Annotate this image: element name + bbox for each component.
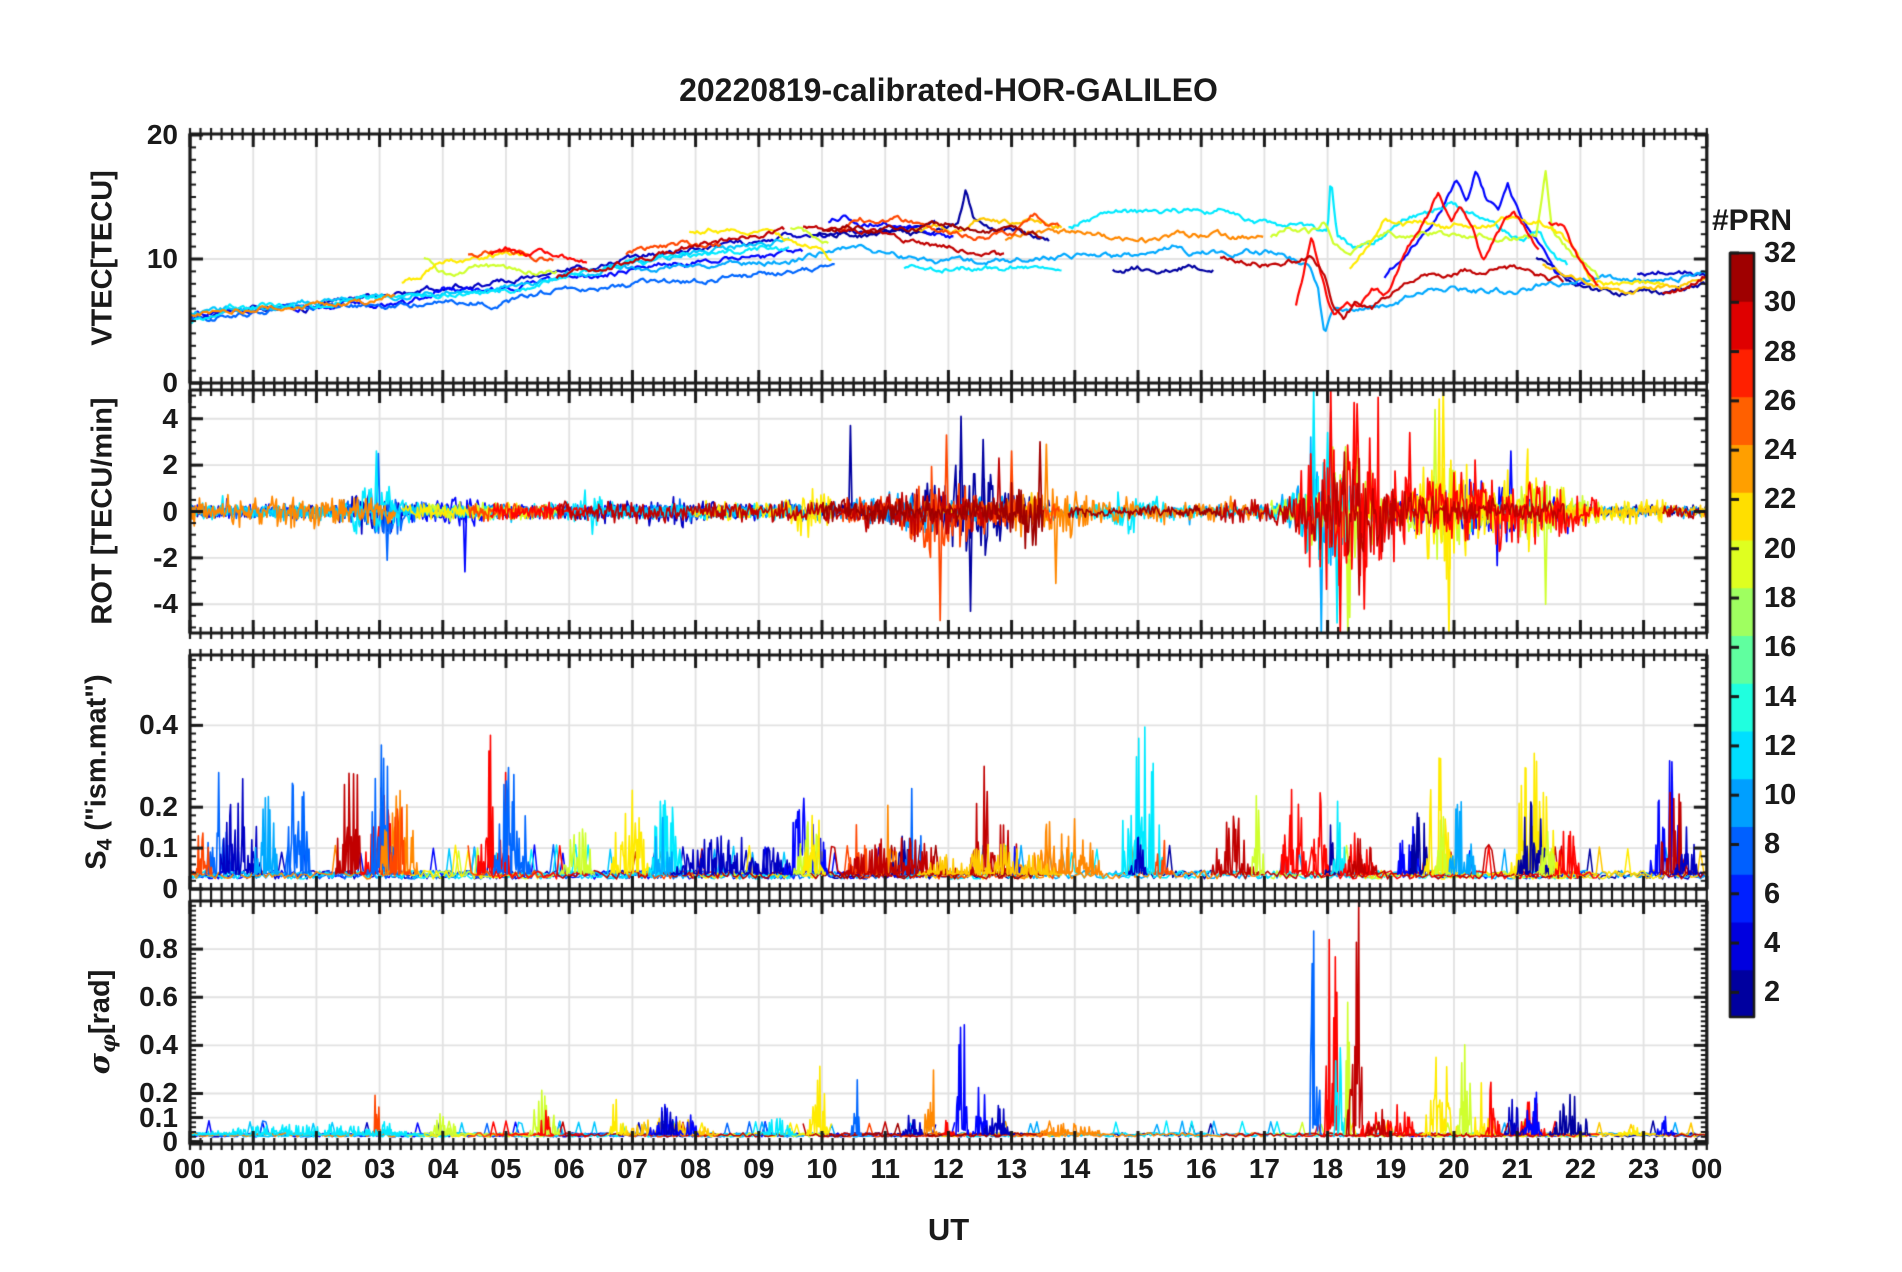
x-tick-label: 06 xyxy=(553,1153,585,1184)
colorbar-tick-label: 14 xyxy=(1764,680,1797,713)
x-tick-label: 01 xyxy=(237,1153,269,1184)
x-tick-label: 00 xyxy=(1691,1153,1723,1184)
colorbar-tick-label: 26 xyxy=(1764,384,1797,417)
y-tick-label-s4: 0.1 xyxy=(139,832,178,864)
y-tick-label-s4: 0.4 xyxy=(139,709,178,741)
x-tick-label: 08 xyxy=(680,1153,712,1184)
colorbar-tick-label: 4 xyxy=(1764,927,1781,960)
x-tick-label: 22 xyxy=(1564,1153,1596,1184)
y-tick-label-rot: 4 xyxy=(162,402,178,434)
colorbar-tick-label: 16 xyxy=(1764,631,1797,664)
y-tick-label-sigma-phi: 0.1 xyxy=(139,1101,178,1133)
x-tick-label: 16 xyxy=(1185,1153,1217,1184)
x-tick-label: 04 xyxy=(427,1153,459,1184)
x-tick-label: 07 xyxy=(616,1153,648,1184)
x-tick-label: 23 xyxy=(1628,1153,1660,1184)
x-tick-label: 20 xyxy=(1438,1153,1470,1184)
y-tick-label-sigma-phi: 0.6 xyxy=(139,981,178,1013)
colorbar-tick-label: 18 xyxy=(1764,582,1797,615)
y-tick-label-s4: 0 xyxy=(162,873,178,904)
colorbar-tick-label: 2 xyxy=(1764,976,1781,1009)
chart-title: 20220819-calibrated-HOR-GALILEO xyxy=(679,72,1218,108)
y-tick-label-rot: -4 xyxy=(153,588,178,620)
x-tick-label: 21 xyxy=(1501,1153,1533,1184)
x-tick-label: 18 xyxy=(1312,1153,1344,1184)
colorbar-tick-label: 8 xyxy=(1764,828,1781,861)
x-tick-label: 00 xyxy=(174,1153,206,1184)
colorbar-tick-label: 24 xyxy=(1764,434,1797,467)
y-tick-label-rot: 0 xyxy=(162,495,178,527)
y-tick-label-sigma-phi: 0.4 xyxy=(139,1029,178,1061)
y-tick-label-vtec: 10 xyxy=(146,242,178,274)
x-tick-label: 14 xyxy=(1059,1153,1091,1184)
x-axis-label: UT xyxy=(927,1212,970,1247)
y-tick-label-sigma-phi: 0 xyxy=(162,1125,178,1157)
colorbar-tick-label: 6 xyxy=(1764,877,1781,910)
colorbar-title: #PRN xyxy=(1712,204,1793,237)
y-tick-label-rot: -2 xyxy=(153,541,178,573)
x-tick-label: 02 xyxy=(300,1153,332,1184)
colorbar-tick-label: 22 xyxy=(1764,483,1797,516)
x-tick-label: 03 xyxy=(364,1153,396,1184)
colorbar-tick-label: 32 xyxy=(1764,237,1797,269)
y-tick-label-s4: 0.2 xyxy=(139,791,178,823)
colorbar-tick-label: 30 xyxy=(1764,286,1797,319)
x-tick-label: 19 xyxy=(1375,1153,1407,1184)
x-tick-label: 13 xyxy=(996,1153,1028,1184)
y-tick-label-vtec: 20 xyxy=(146,118,178,150)
y-tick-label-sigma-phi: 0.8 xyxy=(139,933,178,965)
x-tick-label: 10 xyxy=(806,1153,838,1184)
y-tick-label-rot: 2 xyxy=(162,449,178,481)
x-tick-label: 09 xyxy=(743,1153,775,1184)
colorbar-tick-label: 10 xyxy=(1764,779,1797,812)
x-tick-label: 11 xyxy=(870,1153,900,1184)
x-tick-label: 12 xyxy=(932,1153,964,1184)
y-tick-label-sigma-phi: 0.2 xyxy=(139,1077,178,1109)
x-tick-label: 05 xyxy=(490,1153,522,1184)
x-tick-label: 17 xyxy=(1248,1153,1280,1184)
x-tick-label: 15 xyxy=(1122,1153,1154,1184)
colorbar-tick-label: 20 xyxy=(1764,532,1797,565)
y-tick-label-vtec: 0 xyxy=(162,367,178,398)
colorbar-tick-label: 12 xyxy=(1764,729,1797,762)
colorbar-tick-label: 28 xyxy=(1764,335,1797,368)
